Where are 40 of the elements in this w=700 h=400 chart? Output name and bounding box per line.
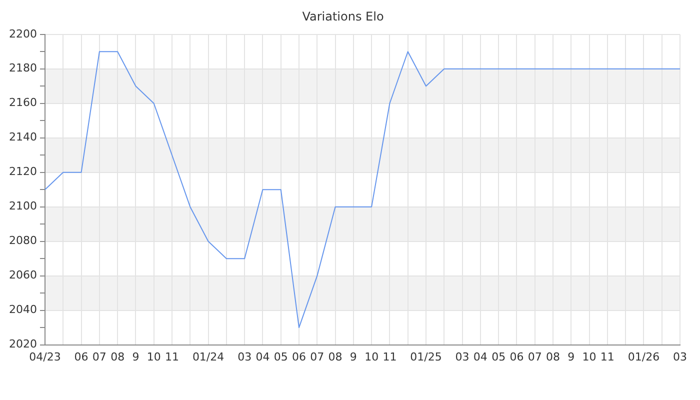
x-tick-label: 03 bbox=[238, 350, 252, 364]
y-tick-label: 2140 bbox=[8, 130, 37, 144]
x-tick-label: 04 bbox=[473, 350, 488, 364]
x-tick-label: 10 bbox=[582, 350, 596, 364]
x-tick-label: 11 bbox=[600, 350, 614, 364]
x-tick-label: 05 bbox=[492, 350, 506, 364]
x-tick-label: 11 bbox=[382, 350, 397, 364]
x-tick-label: 01/24 bbox=[192, 350, 224, 364]
x-tick-label: 9 bbox=[568, 350, 575, 364]
x-tick-label: 07 bbox=[528, 350, 542, 364]
x-tick-label: 03 bbox=[673, 350, 687, 364]
x-tick-label: 01/25 bbox=[410, 350, 442, 364]
x-tick-label: 9 bbox=[132, 350, 140, 364]
y-tick-label: 2020 bbox=[8, 338, 37, 351]
y-tick-label: 2160 bbox=[8, 96, 37, 110]
x-tick-label: 05 bbox=[274, 350, 288, 364]
x-tick-label: 04 bbox=[256, 350, 270, 364]
y-tick-label: 2080 bbox=[8, 234, 37, 248]
x-tick-label: 06 bbox=[510, 350, 524, 364]
x-tick-label: 10 bbox=[146, 350, 161, 364]
y-tick-label: 2060 bbox=[8, 268, 37, 282]
x-tick-label: 03 bbox=[455, 350, 470, 364]
x-tick-label: 08 bbox=[328, 350, 342, 364]
y-tick-label: 2040 bbox=[8, 303, 37, 316]
y-tick-label: 2120 bbox=[8, 165, 37, 178]
x-tick-label: 04/23 bbox=[29, 350, 61, 364]
y-tick-label: 2100 bbox=[8, 200, 37, 213]
chart-title: Variations Elo bbox=[302, 9, 384, 24]
x-tick-label: 07 bbox=[92, 350, 106, 364]
x-tick-label: 01/26 bbox=[628, 350, 660, 364]
x-tick-label: 08 bbox=[110, 350, 125, 364]
y-tick-label: 2180 bbox=[8, 62, 37, 75]
x-tick-label: 10 bbox=[364, 350, 379, 364]
x-tick-label: 08 bbox=[546, 350, 560, 364]
x-tick-label: 11 bbox=[164, 350, 179, 364]
x-tick-label: 06 bbox=[74, 350, 88, 364]
y-tick-label: 2200 bbox=[8, 27, 37, 40]
x-tick-label: 06 bbox=[292, 350, 306, 364]
x-tick-label: 9 bbox=[350, 350, 357, 364]
x-tick-label: 07 bbox=[310, 350, 324, 364]
